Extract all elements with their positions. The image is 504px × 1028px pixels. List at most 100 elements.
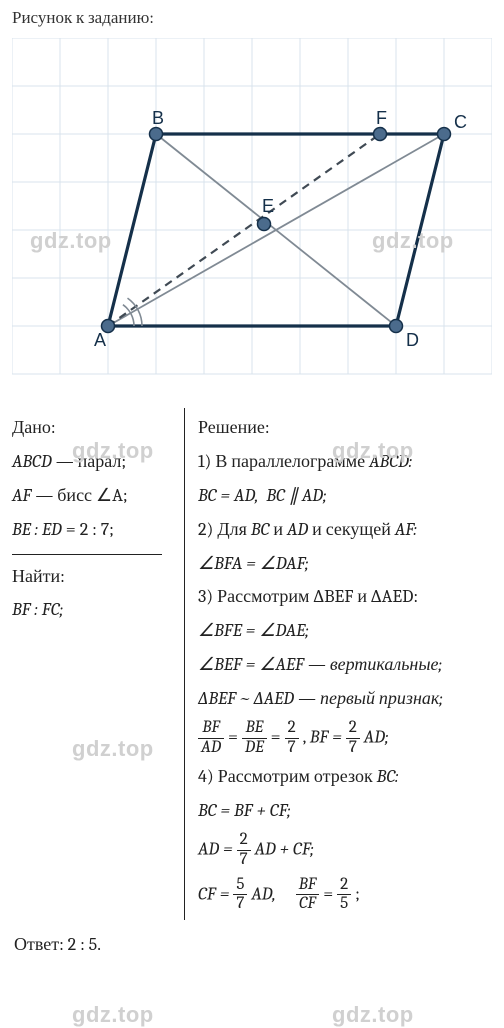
frac-2-7b: 27 <box>346 719 360 757</box>
frac-2-7c: 27 <box>237 831 251 869</box>
s2a-ad: AD <box>287 519 308 540</box>
step-4b: BC = BF + CF; <box>198 797 492 825</box>
s4c-ad: AD = <box>198 839 237 860</box>
s1a-abcd: ABCD: <box>369 451 412 472</box>
d27b: 7 <box>346 739 360 758</box>
comma: , <box>303 726 310 747</box>
svg-text:C: C <box>454 112 467 132</box>
d25: 5 <box>337 895 351 914</box>
step-4c: AD = 27 AD + CF; <box>198 831 492 869</box>
given-title: Дано: <box>12 414 170 442</box>
s1a-text: 1) В параллелограмме <box>198 451 369 472</box>
step-3c: ∠BEF = ∠AEF — вертикальные; <box>198 651 492 679</box>
svg-text:F: F <box>376 108 387 128</box>
svg-text:E: E <box>262 196 274 216</box>
s3a-text: 3) Рассмотрим ∆BEF и ∆AED: <box>198 586 418 607</box>
s4d-cf: CF = <box>198 883 233 904</box>
step-2b: ∠BFA = ∠DAF; <box>198 550 492 578</box>
given-ratio-lhs: BE : ED <box>12 519 62 540</box>
s3d-eq: ∆BEF ~ ∆AED — первый признак; <box>198 688 443 709</box>
step-4d: CF = 57 AD, BFCF = 25 ; <box>198 876 492 914</box>
n57: 5 <box>233 876 247 896</box>
cfd: CF <box>299 894 316 913</box>
s4a-text: 4) Рассмотрим отрезок <box>198 766 377 787</box>
given-ratio-rhs: = 2 : 7; <box>62 519 114 540</box>
given-divider <box>12 554 162 555</box>
s2b-eq: ∠BFA = ∠DAF; <box>198 553 309 574</box>
solution-block: Дано: ABCD — парал; AF — бисс ∠A; BE : E… <box>12 408 492 920</box>
s1c-eq: BC = AD, <box>198 485 258 506</box>
bfn: BF <box>299 875 317 894</box>
step-3e: BFAD = BEDE = 27 , BF = 27 AD; <box>198 719 492 757</box>
given-abcd: ABCD <box>12 451 52 472</box>
given-line-3: BE : ED = 2 : 7; <box>12 516 170 544</box>
frac-n: BF <box>198 719 224 739</box>
s3c-eq: ∠BEF = ∠AEF — вертикальные; <box>198 654 442 675</box>
given-line-1: ABCD — парал; <box>12 448 170 476</box>
given-af: AF <box>12 485 31 506</box>
find-line: BF : FC; <box>12 596 170 624</box>
svg-text:A: A <box>94 330 106 350</box>
semi: ; <box>355 883 360 904</box>
frac-bf-ad: BFAD <box>198 719 224 757</box>
given-l2-post: — бисс ∠A; <box>31 485 127 506</box>
s2a-end: и секущей <box>308 519 395 540</box>
s4c-plus: AD + CF; <box>255 839 314 860</box>
ad-suffix: AD; <box>364 726 389 747</box>
step-3d: ∆BEF ~ ∆AED — первый признак; <box>198 685 492 713</box>
step-4a: 4) Рассмотрим отрезок BC: <box>198 763 492 791</box>
diagram-container: ABCDEF gdz.topgdz.top <box>12 38 492 378</box>
given-line-2: AF — бисс ∠A; <box>12 482 170 510</box>
frac-be-de: BEDE <box>242 719 267 757</box>
frac-bf-cf: BFCF <box>296 876 320 914</box>
de-d: DE <box>245 738 264 757</box>
n27b: 2 <box>346 719 360 739</box>
bfcf-d: CF <box>296 895 320 914</box>
frac-d: AD <box>198 739 224 758</box>
given-l1-post: — парал; <box>52 451 126 472</box>
be-n: BE <box>245 718 263 737</box>
n25: 2 <box>337 876 351 896</box>
answer-value: 2 : 5. <box>68 934 101 955</box>
s2a-mid: и <box>269 519 287 540</box>
column-divider <box>184 408 185 920</box>
s1c-par: BC ∥ AD; <box>266 485 326 506</box>
frac-2-7: 27 <box>285 719 299 757</box>
s4b-eq: BC = BF + CF; <box>198 800 291 821</box>
n27: 2 <box>285 719 299 739</box>
watermark: gdz.top <box>332 1002 414 1028</box>
answer-line: Ответ: 2 : 5. <box>14 934 490 955</box>
bfcf-n: BF <box>296 876 320 896</box>
step-2a: 2) Для BC и AD и секущей AF: <box>198 516 492 544</box>
eq3: = <box>323 883 337 904</box>
step-1b: BC = AD, BC ∥ AD; <box>198 482 492 510</box>
frac-5-7: 57 <box>233 876 247 914</box>
eq2: = <box>271 726 285 747</box>
bf-n: BF <box>202 718 220 737</box>
watermark: gdz.top <box>72 736 154 762</box>
find-title: Найти: <box>12 563 170 591</box>
answer-label: Ответ: <box>14 934 68 955</box>
ad-d: AD <box>201 738 221 757</box>
bf-eq: BF = <box>310 726 346 747</box>
s2a-pre: 2) Для <box>198 519 251 540</box>
given-column: Дано: ABCD — парал; AF — бисс ∠A; BE : E… <box>12 408 184 630</box>
figure-hint: Рисунок к заданию: <box>12 8 492 28</box>
step-1a: 1) В параллелограмме ABCD: <box>198 448 492 476</box>
d57: 7 <box>233 895 247 914</box>
frac-d2: DE <box>242 739 267 758</box>
svg-text:B: B <box>152 108 164 128</box>
step-3b: ∠BFE = ∠DAE; <box>198 617 492 645</box>
step-3a: 3) Рассмотрим ∆BEF и ∆AED: <box>198 583 492 611</box>
frac-n2: BE <box>242 719 267 739</box>
watermark: gdz.top <box>72 1002 154 1028</box>
solution-column: Решение: 1) В параллелограмме ABCD: BC =… <box>184 408 492 920</box>
s3b-eq: ∠BFE = ∠DAE; <box>198 620 309 641</box>
n27c: 2 <box>237 831 251 851</box>
svg-text:D: D <box>406 330 419 350</box>
geometry-diagram: A B C D E F <box>12 38 492 378</box>
find-ratio: BF : FC; <box>12 599 63 620</box>
frac-2-5: 25 <box>337 876 351 914</box>
s2a-af: AF: <box>395 519 417 540</box>
d27: 7 <box>285 739 299 758</box>
